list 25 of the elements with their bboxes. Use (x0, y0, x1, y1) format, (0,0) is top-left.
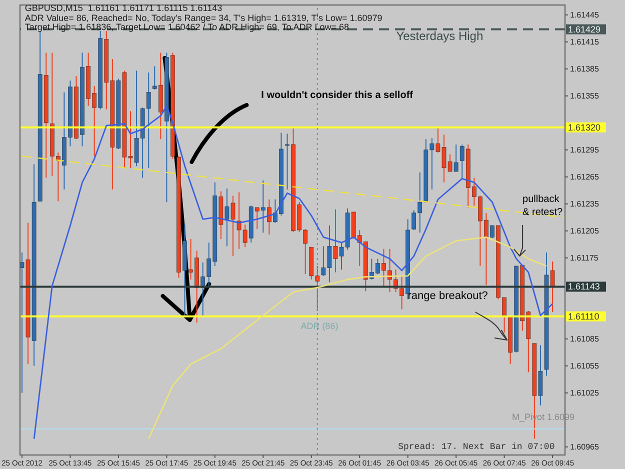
ref-line-label: 1.61320 (568, 122, 601, 132)
annotation: I wouldn't consider this a selloff (261, 90, 413, 102)
y-tick-label: 1.61445 (570, 10, 600, 20)
chart-title: GBPUSD,M15 1.61161 1.61171 1.61115 1.61143 (24, 3, 222, 13)
annotation: Spread: 17. Next Bar in 07:00 (398, 442, 555, 454)
annotation: ADR (86) (300, 321, 338, 332)
y-tick-label: 1.61355 (570, 92, 600, 101)
y-tick-label: 1.61025 (570, 388, 600, 398)
ref-line-label: 1.61429 (568, 24, 601, 34)
y-tick-label: 1.61235 (570, 200, 600, 209)
y-tick-label: 1.61385 (570, 64, 600, 74)
annotation: Yesterdays High (396, 29, 484, 44)
y-tick-label: 1.60965 (570, 442, 600, 452)
annotation: pullback & retest? (522, 194, 564, 219)
annotation: ADR Value= 86, Reached= No, Today's Range= 34, T's High= 1.61319, T's Low= 1.60979 (24, 13, 382, 24)
y-tick-label: 1.61205 (570, 226, 600, 236)
y-tick-label: 1.61175 (570, 254, 599, 263)
annotation: range breakout? (408, 290, 488, 304)
ref-line-label: 1.61143 (568, 282, 600, 292)
y-tick-label: 1.61085 (570, 334, 600, 344)
y-tick-label: 1.61415 (570, 38, 600, 47)
ref-line-label: 1.61110 (568, 311, 600, 322)
y-tick-label: 1.61055 (570, 362, 600, 371)
y-tick-label: 1.61265 (570, 172, 600, 182)
y-tick-label: 1.61295 (570, 146, 600, 155)
